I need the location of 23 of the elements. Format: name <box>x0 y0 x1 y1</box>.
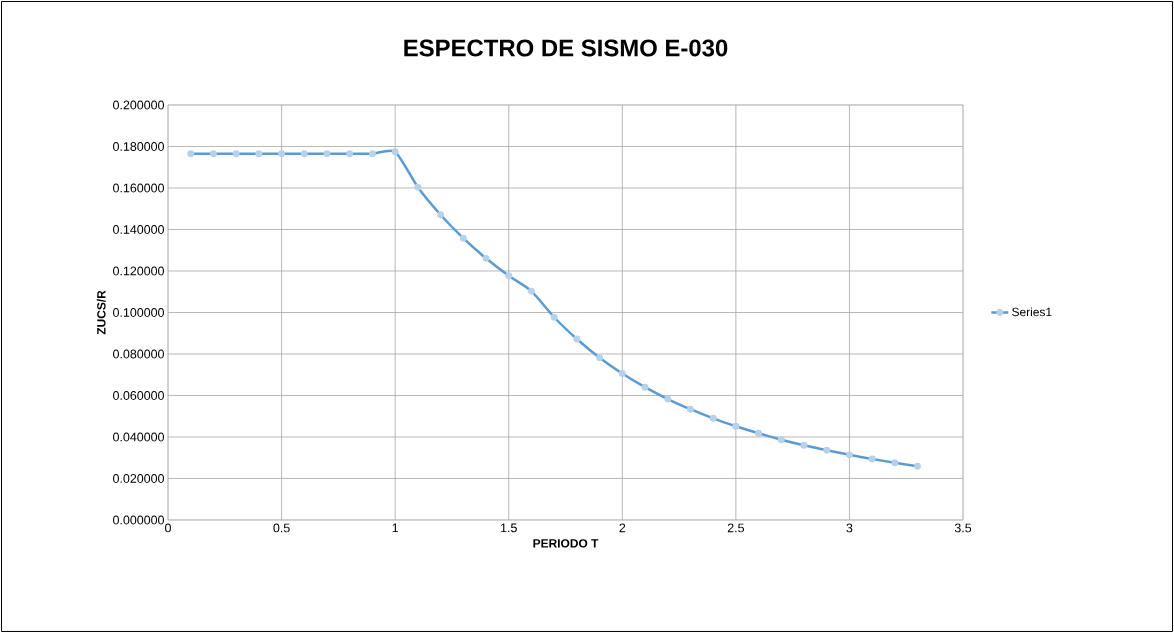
y-tick-label: 0.040000 <box>113 432 164 442</box>
y-tick-label: 0.200000 <box>113 100 164 110</box>
y-tick-label: 0.180000 <box>113 142 164 151</box>
x-axis-title: PERIODO T <box>533 539 599 548</box>
x-tick-label: 1.5 <box>501 523 517 533</box>
y-tick-label: 0.140000 <box>113 225 164 234</box>
x-tick-label: 1 <box>392 523 398 533</box>
y-tick-label: 0.000000 <box>113 515 164 525</box>
y-tick-label: 0.060000 <box>113 391 164 400</box>
x-tick-label: 0 <box>165 523 171 533</box>
x-tick-label: 0.5 <box>273 523 290 533</box>
y-tick-label: 0.160000 <box>113 183 164 193</box>
y-tick-label: 0.120000 <box>113 266 164 276</box>
legend-label: Series1 <box>1012 307 1052 317</box>
y-tick-label: 0.020000 <box>113 474 164 483</box>
x-tick-label: 2 <box>619 523 626 533</box>
y-tick-label: 0.100000 <box>113 308 164 317</box>
x-tick-label: 3.5 <box>954 523 972 533</box>
y-tick-label: 0.080000 <box>113 349 164 359</box>
x-tick-label: 2.5 <box>727 523 744 533</box>
chart-title: ESPECTRO DE SISMO E-030 <box>404 39 728 57</box>
x-tick-label: 3 <box>846 523 853 533</box>
y-axis-title: ZUCS/R <box>96 290 106 335</box>
